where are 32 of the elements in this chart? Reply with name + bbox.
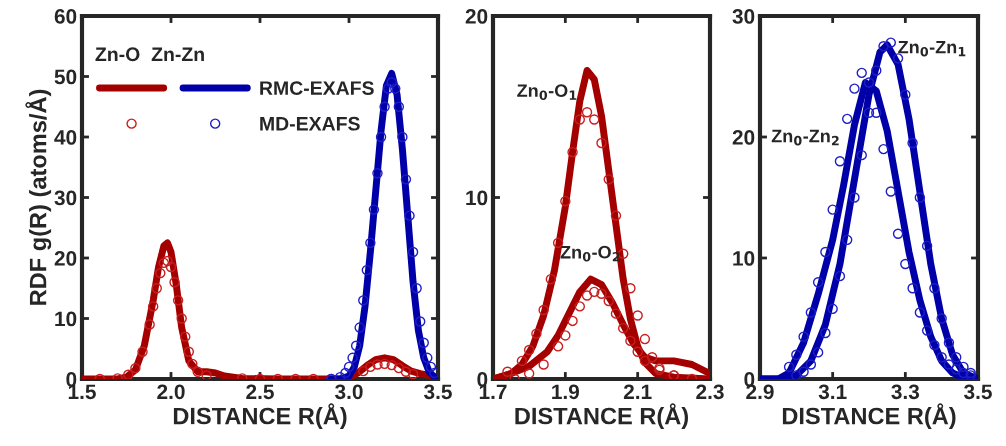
x-axis-title: DISTANCE R(Å): [515, 403, 688, 430]
x-tick-label: 2.3: [696, 384, 724, 400]
annotation: Zn$_{0}$-Zn$_{1}$: [898, 40, 966, 57]
x-tick-label: 3.5: [964, 384, 992, 400]
y-tick-label: 10: [466, 190, 488, 206]
x-tick-label: 2.5: [246, 384, 274, 400]
x-tick-label: 1.9: [552, 384, 580, 400]
y-tick-label: 10: [55, 311, 77, 327]
y-tick-label: 20: [54, 251, 77, 266]
y-tick-label: 10: [733, 251, 755, 266]
y-tick-label: 60: [54, 9, 77, 24]
x-tick-label: 2.1: [623, 384, 652, 399]
x-axis-title: DISTANCE R(Å): [173, 403, 347, 430]
y-tick-label: 30: [732, 9, 755, 24]
legend-label: RMC-EXAFS: [260, 81, 374, 95]
x-tick-label: 3.0: [335, 384, 363, 400]
x-tick-label: 2.0: [157, 384, 185, 400]
y-tick-label: 50: [54, 69, 77, 85]
annotation: Zn-O: [95, 47, 140, 62]
legend-label: MD-EXAFS: [260, 116, 360, 131]
annotation: Zn$_{0}$-Zn$_{2}$: [771, 129, 839, 146]
annotation: Zn$_{0}$-O$_{1}$: [517, 84, 577, 101]
annotation: Zn-Zn: [151, 47, 204, 61]
x-tick-label: 3.1: [818, 384, 847, 400]
y-tick-label: 30: [54, 190, 77, 206]
y-tick-label: 20: [732, 130, 755, 145]
x-tick-label: 3.3: [891, 384, 920, 400]
y-axis-title: RDF g(R) (atoms/Å): [25, 89, 52, 305]
y-tick-label: 20: [465, 9, 488, 24]
y-tick-label: 40: [54, 130, 77, 145]
x-axis-title: DISTANCE R(Å): [782, 403, 956, 430]
x-tick-label: 3.5: [424, 384, 452, 400]
